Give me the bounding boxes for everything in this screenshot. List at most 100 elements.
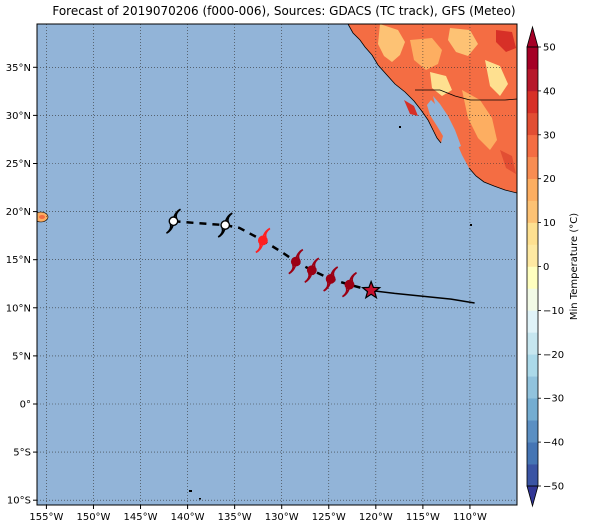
colorbar-tick-label: 10 [543, 218, 556, 229]
colorbar-segment [527, 222, 538, 245]
lat-tick-label: 15°N [6, 255, 31, 266]
lat-tick-label: 10°S [7, 496, 31, 507]
cyclone-symbol-icon [288, 248, 304, 275]
gulf-of-california [433, 96, 461, 148]
cyclone-center [344, 279, 355, 290]
cyclone-center [325, 274, 336, 284]
colorbar-tick-label: −50 [543, 482, 564, 493]
cyclone-arm [224, 212, 233, 224]
forecast-track-line [173, 219, 372, 292]
colorbar-segment [527, 266, 538, 289]
cyclone-arm [348, 271, 357, 283]
cyclone-arm [165, 223, 175, 234]
colorbar-segment [527, 156, 538, 179]
colorbar-segment [527, 420, 538, 443]
small-island [189, 490, 192, 492]
lon-tick-label: 120°W [359, 512, 393, 523]
cyclone-arm [295, 248, 304, 260]
cyclone-arm [262, 227, 271, 239]
cyclone-symbol-icon [217, 212, 233, 238]
colorbar-tick-label: 40 [543, 86, 556, 97]
colorbar-segment [527, 332, 538, 355]
lon-tick-label: 145°W [124, 512, 158, 523]
lat-tick-label: 5°S [13, 448, 31, 459]
colorbar-segment [527, 398, 538, 421]
colorbar-segment [527, 47, 538, 70]
cyclone-arm [341, 286, 351, 298]
colorbar-segment [527, 310, 538, 333]
colorbar-tick-label: −20 [543, 350, 564, 361]
colorbar: 50 40 30 20 10 0 −10 −20 −30 −40 −50 Min Temperatur… [526, 25, 580, 508]
colorbar-segment [527, 134, 538, 158]
lon-tick-label: 135°W [218, 512, 252, 523]
latitude-ticks: 35°N 30°N 25°N 20°N 15°N 10°N 5°N 0° 5°S 10°S [6, 63, 37, 507]
colorbar-tick-label: 0 [543, 262, 549, 273]
colorbar-tick-label: −10 [543, 306, 564, 317]
lon-tick-label: 150°W [76, 512, 110, 523]
colorbar-segment [527, 376, 538, 399]
lat-tick-label: 10°N [6, 303, 31, 314]
lat-tick-label: 30°N [6, 111, 31, 122]
cyclone-center [220, 220, 231, 230]
cyclone-center [290, 256, 301, 267]
cyclone-center [168, 216, 179, 227]
cyclone-arm [255, 242, 264, 254]
small-island [199, 498, 201, 500]
lat-tick-label: 35°N [6, 63, 31, 74]
lon-tick-label: 155°W [29, 512, 63, 523]
colorbar-segment [527, 442, 538, 465]
map-gridlines [37, 24, 517, 505]
lon-tick-label: 110°W [453, 512, 487, 523]
colorbar-segment [527, 244, 538, 267]
tc-track [165, 208, 475, 304]
colorbar-segment [527, 68, 538, 92]
cyclone-arm [172, 208, 181, 220]
lon-tick-label: 125°W [312, 512, 346, 523]
lat-tick-label: 20°N [6, 207, 31, 218]
colorbar-tick-label: 20 [543, 174, 556, 185]
cyclone-symbol-icon [323, 266, 339, 292]
coastline [347, 24, 442, 144]
coastline-mainland [468, 167, 517, 194]
colorbar-segment [527, 464, 538, 487]
observed-track-line [371, 289, 475, 304]
cyclone-symbol-icon [341, 271, 357, 298]
cyclone-symbol-icon [165, 208, 181, 234]
cyclone-symbol-icon [304, 257, 320, 283]
cyclone-center [257, 235, 268, 246]
colorbar-segment [527, 354, 538, 377]
cyclone-arm [329, 266, 339, 278]
lat-tick-label: 25°N [6, 159, 31, 170]
lon-tick-label: 115°W [406, 512, 440, 523]
land-hawaii-core [39, 215, 45, 219]
lat-tick-label: 5°N [12, 351, 31, 362]
map-title: Forecast of 2019070206 (f000-006), Sourc… [52, 4, 516, 18]
lat-tick-label: 0° [20, 399, 31, 410]
small-island [470, 224, 472, 226]
cyclone-center [306, 265, 317, 276]
colorbar-segment [527, 178, 538, 201]
cyclone-symbol-icon [255, 227, 271, 254]
colorbar-tick-label: −40 [543, 438, 564, 449]
cyclone-arm [288, 263, 297, 275]
cyclone-arm [323, 280, 332, 292]
colorbar-label: Min Temperature (°C) [569, 213, 580, 320]
colorbar-tick-label: 50 [543, 43, 556, 54]
colorbar-segment [527, 112, 538, 136]
colorbar-extend-min [526, 485, 539, 508]
colorbar-tick-label: 30 [543, 130, 556, 141]
map-frame [36, 23, 518, 506]
colorbar-segment [527, 200, 538, 223]
colorbar-segment [527, 90, 538, 114]
colorbar-segment [527, 288, 538, 311]
lon-tick-label: 140°W [171, 512, 205, 523]
longitude-ticks: 155°W 150°W 145°W 140°W 135°W 130°W 125°W 120°W… [29, 505, 487, 523]
cyclone-arm [217, 226, 227, 238]
cyclone-arm [304, 272, 313, 283]
current-position-star-icon [360, 279, 382, 300]
colorbar-extend-max [526, 25, 539, 48]
lon-tick-label: 130°W [265, 512, 299, 523]
small-island [399, 126, 401, 128]
colorbar-tick-label: −30 [543, 394, 564, 405]
